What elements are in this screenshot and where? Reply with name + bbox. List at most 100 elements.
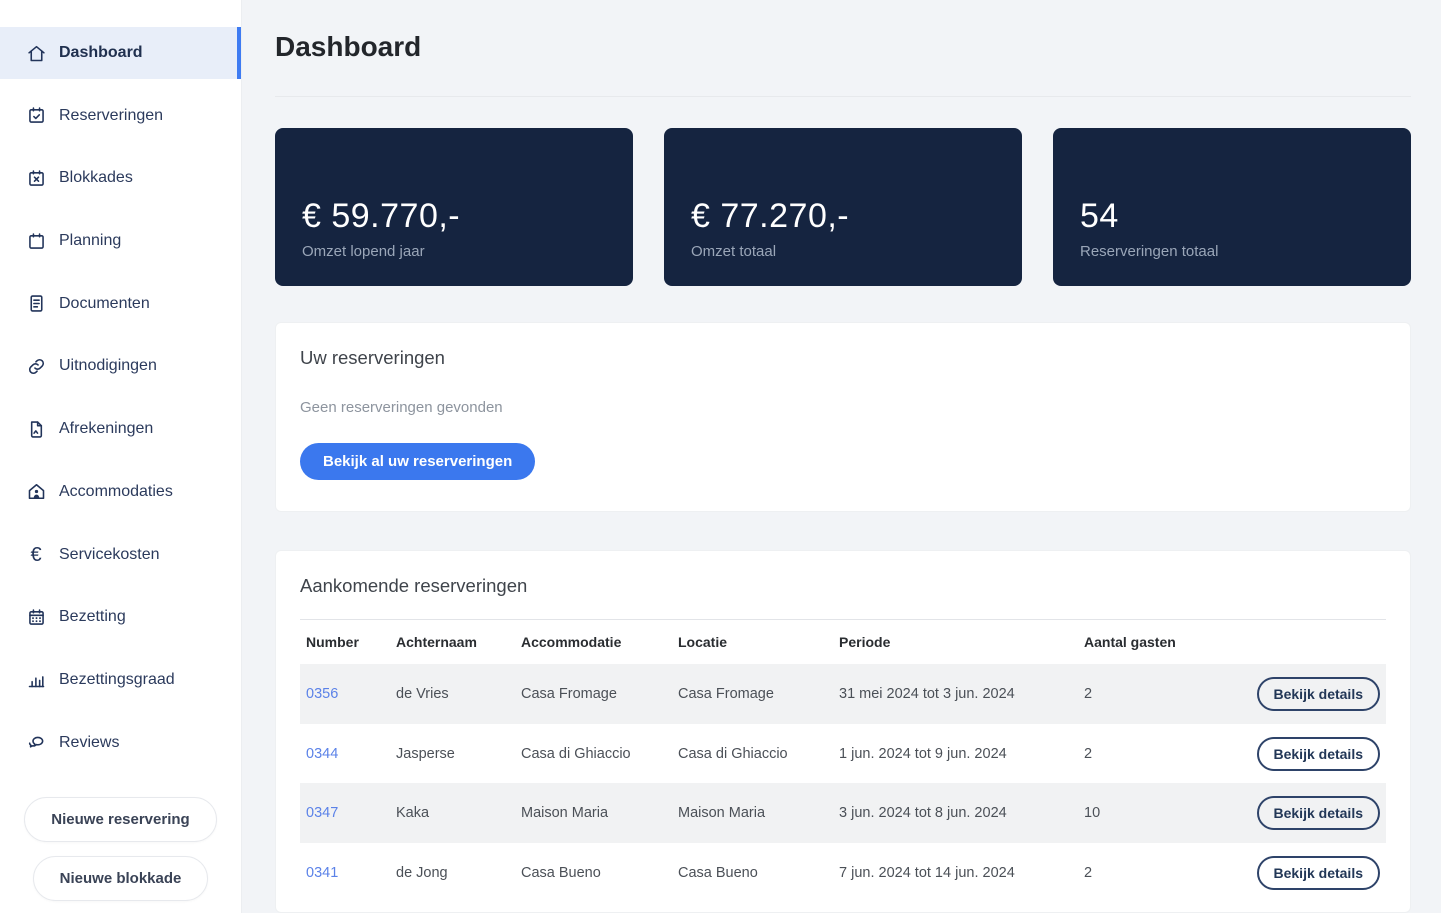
sidebar-item-label: Documenten [59, 294, 150, 312]
stat-label: Reserveringen totaal [1080, 243, 1219, 260]
cell-accommodatie: Casa Fromage [521, 685, 617, 702]
cell-accommodatie: Casa Bueno [521, 864, 601, 881]
cell-locatie: Maison Maria [678, 805, 766, 822]
cell-actions: Bekijk details [1256, 676, 1380, 711]
table-row: 0344 Jasperse Casa di Ghiaccio Casa di G… [300, 724, 1386, 784]
sidebar-item-dashboard[interactable]: Dashboard [0, 27, 241, 79]
column-header-achternaam: Achternaam [396, 634, 477, 650]
sidebar-item-documenten[interactable]: Documenten [0, 278, 241, 330]
column-header-accommodatie: Accommodatie [521, 634, 622, 650]
house-user-icon [25, 481, 47, 503]
stat-label: Omzet totaal [691, 243, 777, 260]
sidebar-item-accommodaties[interactable]: Accommodaties [0, 466, 241, 518]
column-header-locatie: Locatie [678, 634, 728, 650]
sidebar-item-label: Dashboard [59, 44, 143, 61]
cell-number: 0347 [306, 805, 396, 821]
stat-value: € 77.270,- [691, 196, 850, 235]
home-icon [25, 42, 47, 64]
main-content: Dashboard € 59.770,- Omzet lopend jaar €… [242, 0, 1441, 913]
stat-card-reserveringen-totaal: 54 Reserveringen totaal [1053, 128, 1411, 286]
document-icon [25, 293, 47, 315]
cell-periode: 1 jun. 2024 tot 9 jun. 2024 [839, 745, 1007, 762]
cell-actions: Bekijk details [1256, 855, 1380, 890]
cell-locatie: Casa di Ghiaccio [678, 745, 788, 762]
chat-bubbles-icon [25, 732, 47, 754]
sidebar-item-label: Servicekosten [59, 545, 160, 563]
stat-card-omzet-totaal: € 77.270,- Omzet totaal [664, 128, 1022, 286]
empty-message: Geen reserveringen gevonden [300, 399, 503, 416]
sidebar-item-uitnodigingen[interactable]: Uitnodigingen [0, 340, 241, 392]
cell-achternaam: de Vries [396, 685, 449, 702]
sidebar-item-label: Accommodaties [59, 482, 173, 500]
cell-number: 0341 [306, 865, 396, 881]
sidebar-item-label: Uitnodigingen [59, 357, 157, 375]
stat-value: € 59.770,- [302, 196, 461, 235]
table-header-row: Number Achternaam Accommodatie Locatie P… [300, 619, 1386, 664]
table-row: 0347 Kaka Maison Maria Maison Maria 3 ju… [300, 783, 1386, 844]
cell-accommodatie: Casa di Ghiaccio [521, 745, 631, 762]
file-invoice-icon [25, 418, 47, 440]
sidebar-item-label: Bezetting [59, 608, 126, 626]
cell-periode: 7 jun. 2024 tot 14 jun. 2024 [839, 864, 1015, 881]
stat-value: 54 [1080, 196, 1119, 235]
title-divider [275, 96, 1411, 97]
cell-achternaam: Kaka [396, 805, 430, 822]
cell-number: 0344 [306, 746, 396, 762]
column-header-aantal-gasten: Aantal gasten [1084, 634, 1176, 650]
sidebar-item-afrekeningen[interactable]: Afrekeningen [0, 403, 241, 455]
view-details-button[interactable]: Bekijk details [1256, 676, 1380, 711]
view-details-button[interactable]: Bekijk details [1256, 736, 1380, 771]
reservation-number-link[interactable]: 0347 [306, 805, 339, 822]
sidebar-item-bezetting[interactable]: Bezetting [0, 591, 241, 643]
sidebar-item-reviews[interactable]: Reviews [0, 717, 241, 769]
view-details-button[interactable]: Bekijk details [1256, 796, 1380, 831]
stat-card-omzet-lopend-jaar: € 59.770,- Omzet lopend jaar [275, 128, 633, 286]
view-details-button[interactable]: Bekijk details [1256, 855, 1380, 890]
cell-aantal-gasten: 2 [1084, 685, 1093, 702]
calendar-check-icon [25, 105, 47, 127]
sidebar-item-planning[interactable]: Planning [0, 215, 241, 267]
bar-chart-icon [25, 669, 47, 691]
calendar-x-icon [25, 167, 47, 189]
cell-number: 0356 [306, 686, 396, 702]
cell-actions: Bekijk details [1256, 736, 1380, 771]
view-all-reservations-button[interactable]: Bekijk al uw reserveringen [300, 443, 536, 480]
sidebar-item-bezettingsgraad[interactable]: Bezettingsgraad [0, 654, 241, 706]
euro-icon: € [30, 543, 42, 566]
sidebar-item-label: Bezettingsgraad [59, 670, 175, 688]
column-header-number: Number [306, 634, 359, 650]
sidebar: Dashboard Reserveringen Blokkades [0, 0, 242, 913]
sidebar-item-servicekosten[interactable]: € Servicekosten [0, 529, 241, 581]
new-block-button[interactable]: Nieuwe blokkade [32, 856, 209, 901]
upcoming-reservations-title: Aankomende reserveringen [300, 575, 528, 596]
sidebar-item-label: Blokkades [59, 169, 133, 187]
table-body: 0356 de Vries Casa Fromage Casa Fromage … [300, 664, 1386, 903]
cell-accommodatie: Maison Maria [521, 805, 609, 822]
cell-periode: 31 mei 2024 tot 3 jun. 2024 [839, 685, 1015, 702]
cell-achternaam: Jasperse [396, 745, 455, 762]
sidebar-item-reserveringen[interactable]: Reserveringen [0, 90, 241, 142]
column-header-periode: Periode [839, 634, 891, 650]
sidebar-nav: Dashboard Reserveringen Blokkades [0, 27, 241, 779]
calendar-grid-icon [25, 606, 47, 628]
cell-locatie: Casa Bueno [678, 864, 758, 881]
new-reservation-button[interactable]: Nieuwe reservering [24, 797, 217, 842]
cell-aantal-gasten: 2 [1084, 864, 1093, 881]
upcoming-reservations-card: Aankomende reserveringen Number Achterna… [275, 550, 1411, 913]
sidebar-item-blokkades[interactable]: Blokkades [0, 152, 241, 204]
sidebar-item-label: Reserveringen [59, 106, 164, 124]
cell-aantal-gasten: 2 [1084, 745, 1093, 762]
calendar-icon [25, 230, 47, 252]
reservation-number-link[interactable]: 0341 [306, 864, 339, 881]
your-reservations-card: Uw reserveringen Geen reserveringen gevo… [275, 322, 1411, 512]
cell-achternaam: de Jong [396, 864, 448, 881]
sidebar-item-label: Afrekeningen [59, 420, 154, 438]
cell-locatie: Casa Fromage [678, 685, 774, 702]
link-icon [25, 355, 47, 377]
reservation-number-link[interactable]: 0356 [306, 685, 339, 702]
cell-actions: Bekijk details [1256, 796, 1380, 831]
sidebar-actions: Nieuwe reservering Nieuwe blokkade [0, 797, 241, 913]
reservation-number-link[interactable]: 0344 [306, 745, 339, 762]
table-row: 0356 de Vries Casa Fromage Casa Fromage … [300, 664, 1386, 724]
stat-label: Omzet lopend jaar [302, 243, 425, 260]
